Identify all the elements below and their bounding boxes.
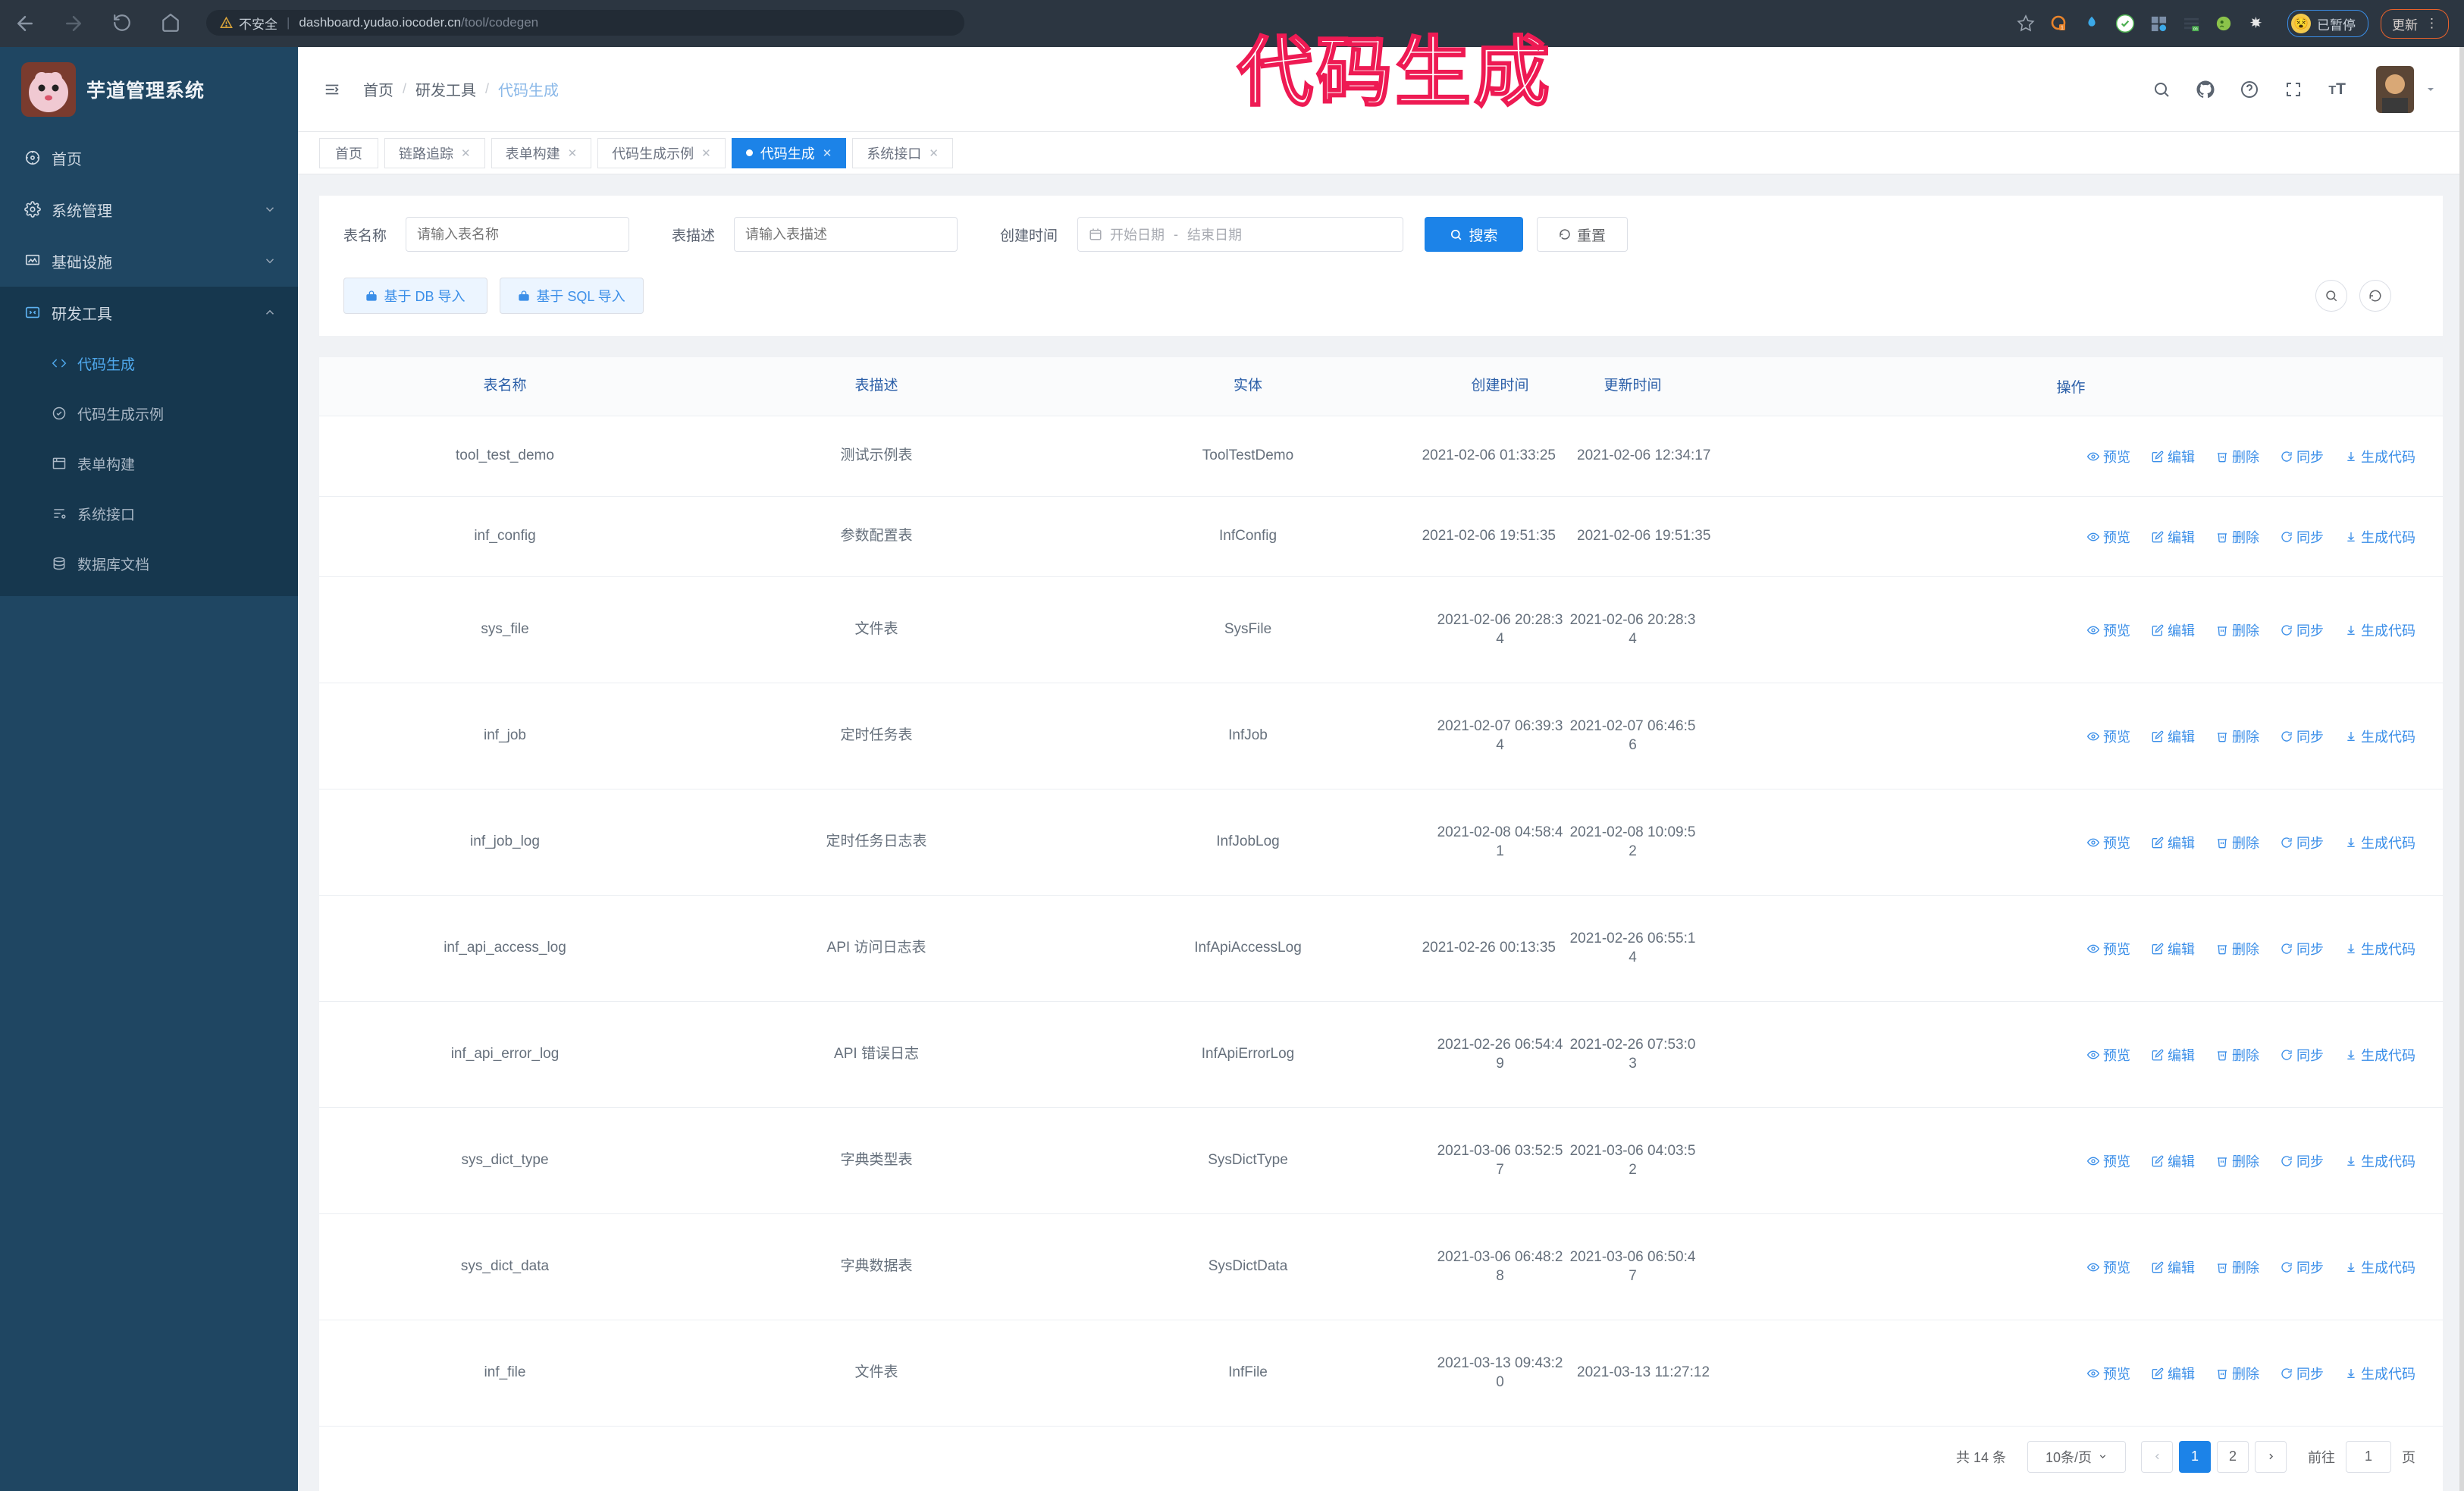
svg-text:on: on — [2193, 27, 2198, 31]
svg-text:1: 1 — [2061, 26, 2064, 31]
